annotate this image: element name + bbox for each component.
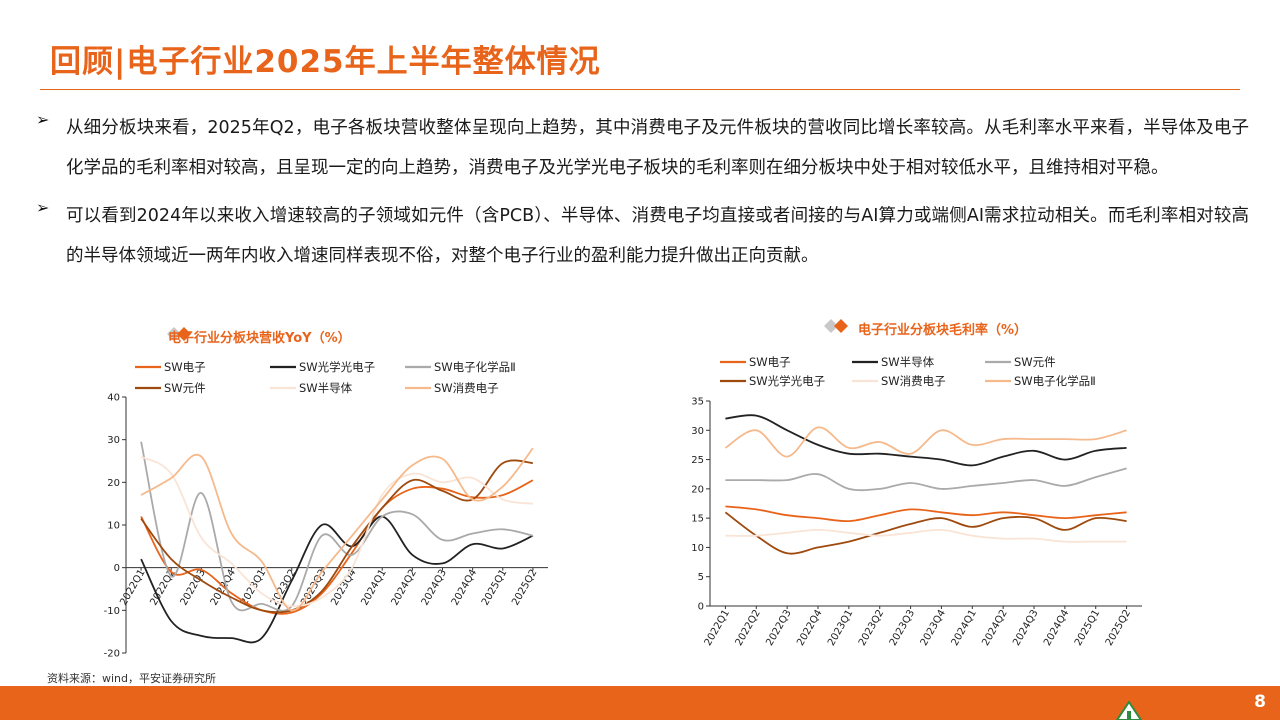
x-tick-label: 2025Q2 <box>510 568 539 608</box>
arrow-bullet-icon: ➢ <box>36 198 50 217</box>
diamond-orange-icon <box>834 319 848 333</box>
x-tick-label: 2022Q4 <box>795 608 824 648</box>
x-tick-label: 2022Q3 <box>764 608 793 648</box>
series-line <box>140 447 534 612</box>
bullet-text: 可以看到2024年以来收入增速较高的子领域如元件（含PCB）、半导体、消费电子均… <box>66 206 1249 266</box>
y-tick-label: 0 <box>698 602 704 613</box>
series-line <box>725 505 1127 523</box>
arrow-bullet-icon: ➢ <box>36 110 50 129</box>
chart-title: 电子行业分板块毛利率（%） <box>858 322 1027 338</box>
y-tick-label: 30 <box>107 435 120 446</box>
series-line <box>724 511 1127 555</box>
x-tick-label: 2023Q4 <box>919 608 948 648</box>
x-tick-label: 2024Q1 <box>359 568 388 608</box>
legend-label: SW元件 <box>1014 355 1056 369</box>
legend-label: SW光学光电子 <box>749 374 825 388</box>
x-tick-label: 2023Q2 <box>857 608 886 648</box>
series-line <box>725 414 1127 467</box>
x-tick-label: 2022Q2 <box>734 608 763 648</box>
chart-title: 电子行业分板块营收YoY（%） <box>168 330 351 346</box>
diamond-grey-icon <box>167 327 181 341</box>
legend-label: SW光学光电子 <box>299 360 375 374</box>
x-tick-label: 2024Q3 <box>1011 608 1040 648</box>
series-line <box>140 459 533 614</box>
y-tick-label: 5 <box>698 572 704 583</box>
data-source: 资料来源：wind，平安证券研究所 <box>47 672 217 685</box>
series-line <box>724 426 1127 458</box>
diamond-orange-icon <box>177 327 191 341</box>
x-tick-label: 2022Q1 <box>703 608 732 648</box>
y-tick-label: -10 <box>104 606 120 617</box>
x-tick-label: 2023Q1 <box>826 608 855 648</box>
legend-label: SW电子化学品Ⅱ <box>1014 374 1096 388</box>
bullet-item: ➢ 从细分板块来看，2025年Q2，电子各板块营收整体呈现向上趋势，其中消费电子… <box>34 108 1249 188</box>
x-tick-label: 2025Q2 <box>1104 608 1133 648</box>
legend-label: SW消费电子 <box>434 381 499 395</box>
x-tick-label: 2024Q1 <box>950 608 979 648</box>
page-title: 回顾|电子行业2025年上半年整体情况 <box>50 44 601 80</box>
title-divider <box>40 89 1240 90</box>
legend-label: SW半导体 <box>299 381 353 395</box>
y-tick-label: 25 <box>691 455 704 466</box>
legend-label: SW电子化学品Ⅱ <box>434 360 516 374</box>
y-tick-label: 15 <box>691 514 704 525</box>
x-tick-label: 2024Q3 <box>420 568 449 608</box>
logo-icon <box>1116 701 1142 720</box>
legend-label: SW元件 <box>164 381 206 395</box>
bullet-text: 从细分板块来看，2025年Q2，电子各板块营收整体呈现向上趋势，其中消费电子及元… <box>66 118 1249 178</box>
page-number: 8 <box>1254 692 1266 712</box>
y-tick-label: 10 <box>107 521 120 532</box>
series-line <box>725 528 1127 543</box>
y-tick-label: 30 <box>691 426 704 437</box>
y-tick-label: 40 <box>107 393 120 404</box>
x-tick-label: 2024Q2 <box>390 568 419 608</box>
legend-label: SW电子 <box>749 355 791 369</box>
y-tick-label: -20 <box>104 649 120 660</box>
series-line <box>725 467 1127 492</box>
x-tick-label: 2023Q3 <box>888 608 917 648</box>
series-line <box>140 455 534 608</box>
revenue-yoy-chart: 电子行业分板块营收YoY（%） SW电子 SW光学光电子 SW电子化学品Ⅱ SW元件 SW… <box>104 327 548 660</box>
x-tick-label: 2024Q2 <box>980 608 1009 648</box>
y-tick-label: 35 <box>691 397 704 408</box>
bullet-list: ➢ 从细分板块来看，2025年Q2，电子各板块营收整体呈现向上趋势，其中消费电子… <box>34 108 1249 284</box>
x-tick-label: 2025Q1 <box>480 568 509 608</box>
y-tick-label: 20 <box>107 478 120 489</box>
diamond-grey-icon <box>824 319 838 333</box>
x-tick-label: 2022Q1 <box>118 568 147 608</box>
y-tick-label: 10 <box>691 543 704 554</box>
bullet-item: ➢ 可以看到2024年以来收入增速较高的子领域如元件（含PCB）、半导体、消费电… <box>34 196 1249 276</box>
gross-margin-chart: 电子行业分板块毛利率（%） SW电子 SW半导体 SW元件 SW光学光电子 SW消费电子 S… <box>691 319 1142 648</box>
series-line <box>140 515 534 644</box>
x-tick-label: 2024Q4 <box>1042 608 1071 648</box>
series-line <box>140 441 534 612</box>
y-tick-label: 0 <box>114 563 120 574</box>
footer-bar: 8 <box>0 686 1280 720</box>
legend-label: SW半导体 <box>881 355 935 369</box>
y-tick-label: 20 <box>691 484 704 495</box>
legend-label: SW电子 <box>164 360 206 374</box>
x-tick-label: 2025Q1 <box>1073 608 1102 648</box>
legend-label: SW消费电子 <box>881 374 946 388</box>
x-tick-label: 2024Q4 <box>450 568 479 608</box>
